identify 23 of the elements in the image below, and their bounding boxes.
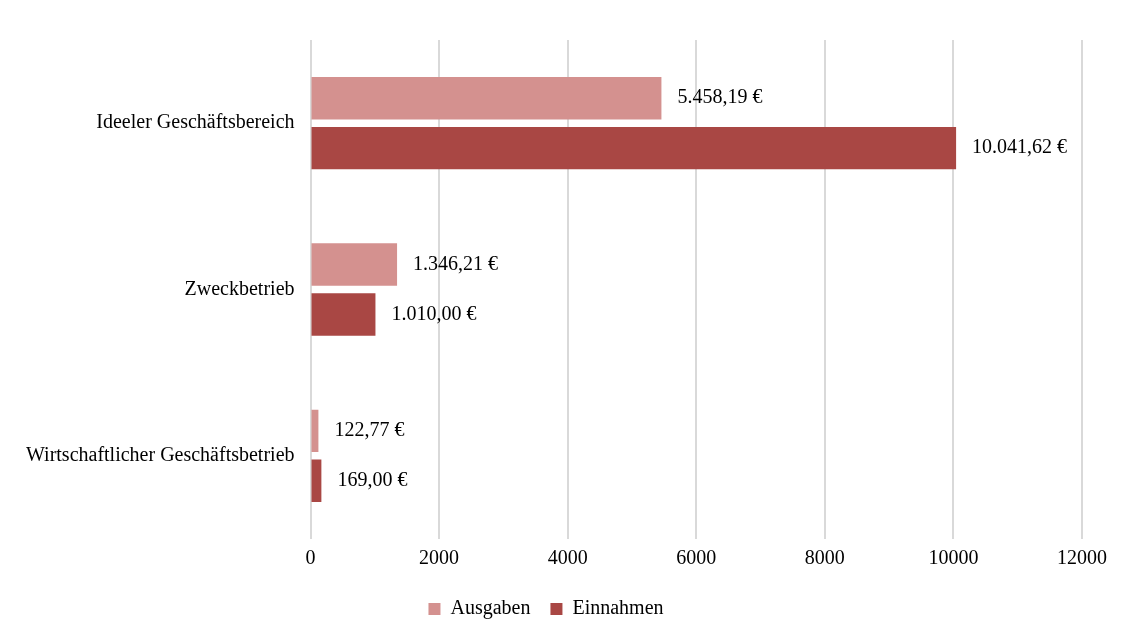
y-tick-label: Zweckbetrieb	[184, 276, 295, 299]
x-tick-label: 4000	[547, 546, 588, 569]
data-label: 5.458,19 €	[677, 85, 763, 108]
data-label: 169,00 €	[337, 468, 408, 491]
y-tick-label: Ideeler Geschäftsbereich	[96, 110, 295, 133]
bar	[311, 243, 398, 286]
bar	[311, 459, 322, 502]
legend-label: Einnahmen	[572, 596, 664, 619]
bar	[311, 293, 376, 336]
data-label: 1.010,00 €	[391, 301, 477, 324]
x-tick-label: 0	[305, 546, 316, 569]
data-label: 10.041,62 €	[972, 135, 1068, 158]
bar	[311, 77, 662, 120]
y-tick-label: Wirtschaftlicher Geschäftsbetrieb	[26, 443, 295, 466]
x-tick-label: 2000	[419, 546, 460, 569]
x-tick-label: 6000	[676, 546, 717, 569]
x-tick-label: 10000	[928, 546, 979, 569]
x-tick-label: 8000	[804, 546, 845, 569]
legend-label: Ausgaben	[450, 596, 531, 620]
x-tick-label: 12000	[1057, 546, 1107, 569]
data-label: 1.346,21 €	[413, 251, 499, 274]
data-label: 122,77 €	[334, 418, 405, 441]
bar	[311, 126, 957, 170]
